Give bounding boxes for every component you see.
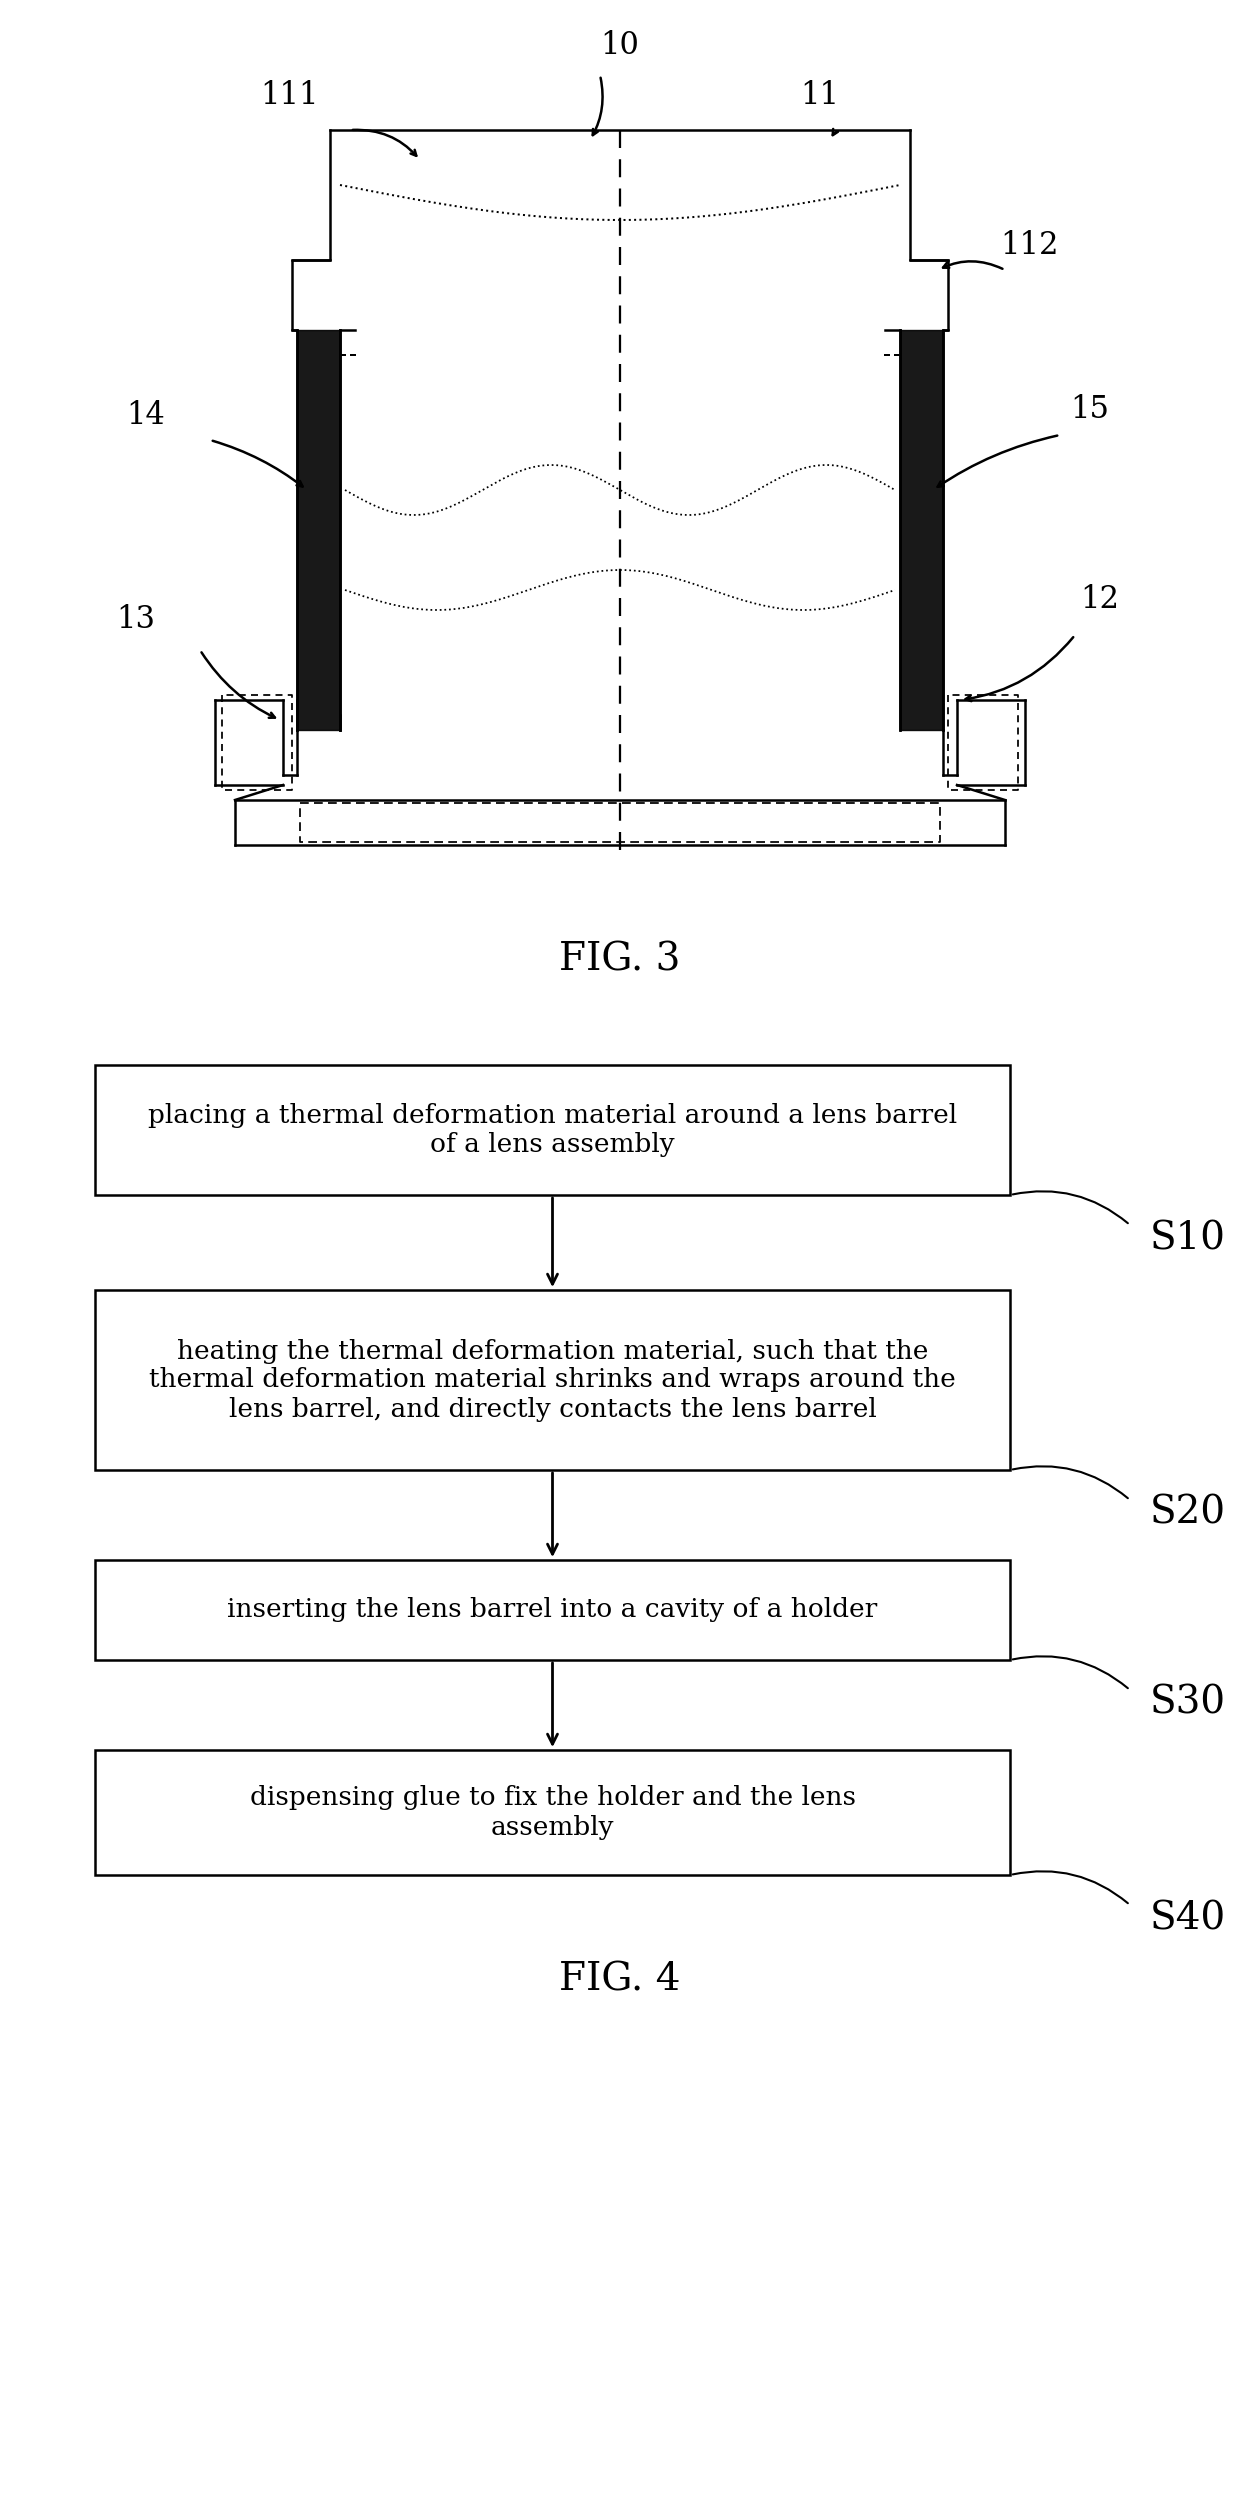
Text: inserting the lens barrel into a cavity of a holder: inserting the lens barrel into a cavity … [227,1597,878,1622]
Text: 112: 112 [999,230,1059,260]
Bar [95,1560,1011,1660]
Bar [95,1750,1011,1874]
Bar [95,1066,1011,1196]
Text: placing a thermal deformation material around a lens barrel
of a lens assembly: placing a thermal deformation material a… [148,1103,957,1158]
Text: S10: S10 [1149,1221,1226,1258]
Text: 11: 11 [801,80,839,110]
Text: heating the thermal deformation material, such that the
thermal deformation mate: heating the thermal deformation material… [149,1338,956,1423]
Text: 10: 10 [600,30,640,60]
Text: FIG. 3: FIG. 3 [559,941,681,978]
Text: FIG. 4: FIG. 4 [559,1962,681,1999]
Text: S20: S20 [1149,1495,1226,1533]
Text: 15: 15 [1070,394,1109,424]
Text: S40: S40 [1149,1899,1226,1937]
Text: 12: 12 [1080,584,1118,617]
Text: S30: S30 [1149,1685,1226,1722]
Text: dispensing glue to fix the holder and the lens
assembly: dispensing glue to fix the holder and th… [249,1785,856,1840]
Text: 13: 13 [117,604,155,636]
Text: 14: 14 [126,399,165,429]
Text: 111: 111 [260,80,319,110]
Bar [95,1290,1011,1470]
